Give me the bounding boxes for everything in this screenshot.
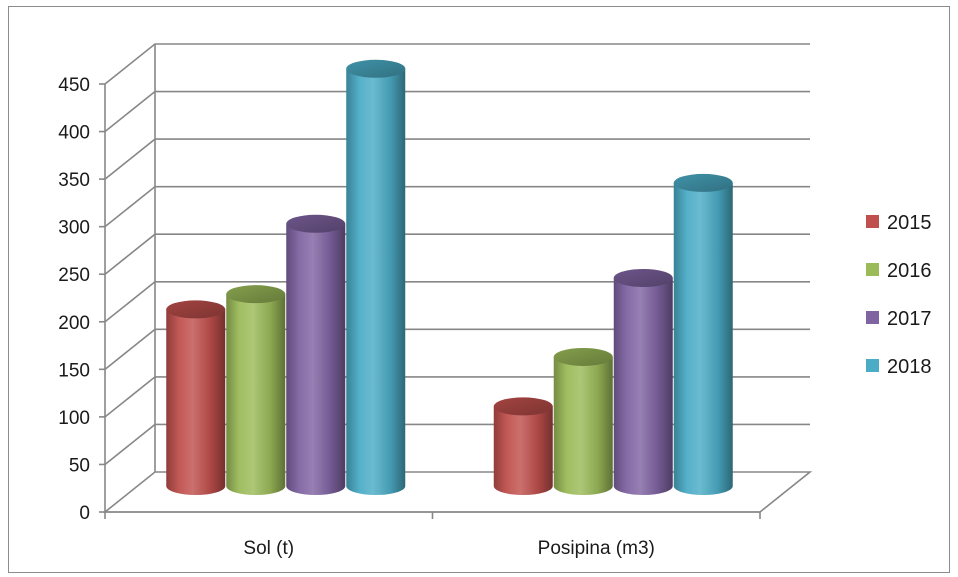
gridline (104, 138, 810, 180)
y-tick-label: 100 (58, 408, 90, 429)
legend: 2015 2016 2017 2018 (866, 212, 932, 378)
chart-frame (8, 6, 950, 573)
gridline (104, 43, 810, 85)
bar (346, 59, 406, 495)
bar (673, 173, 733, 495)
x-category-label: Sol (t) (243, 538, 294, 559)
legend-label: 2018 (887, 356, 932, 378)
legend-label: 2016 (887, 260, 932, 282)
legend-label: 2017 (887, 308, 932, 330)
legend-swatch (866, 311, 879, 324)
y-axis-ticks: 0 50 100 150 200 250 300 350 400 450 (58, 75, 761, 524)
y-tick-label: 400 (58, 123, 90, 144)
y-tick-label: 250 (58, 265, 90, 286)
legend-swatch (866, 263, 879, 276)
gridline (104, 328, 810, 370)
y-tick-label: 0 (79, 503, 90, 524)
x-category-label: Posipina (m3) (538, 538, 655, 559)
y-tick-label: 300 (58, 218, 90, 239)
legend-label: 2015 (887, 212, 932, 234)
gridline (104, 185, 810, 228)
y-tick-label: 200 (58, 313, 90, 334)
gridline (104, 233, 810, 275)
y-tick-label: 50 (69, 455, 90, 476)
bar (226, 285, 286, 495)
gridlines (104, 43, 810, 466)
y-tick-label: 150 (58, 360, 90, 381)
gridline (104, 90, 810, 133)
x-axis-categories: Sol (t) Posipina (m3) (243, 538, 654, 559)
bar (166, 300, 226, 495)
bar (553, 347, 613, 495)
y-tick-label: 450 (58, 75, 90, 96)
y-tick-label: 350 (58, 170, 90, 191)
gridline (104, 280, 810, 323)
bar (286, 214, 346, 495)
legend-swatch (866, 215, 879, 228)
bar (493, 397, 553, 495)
bars (166, 59, 733, 495)
bar (613, 269, 673, 495)
legend-swatch (866, 359, 879, 372)
